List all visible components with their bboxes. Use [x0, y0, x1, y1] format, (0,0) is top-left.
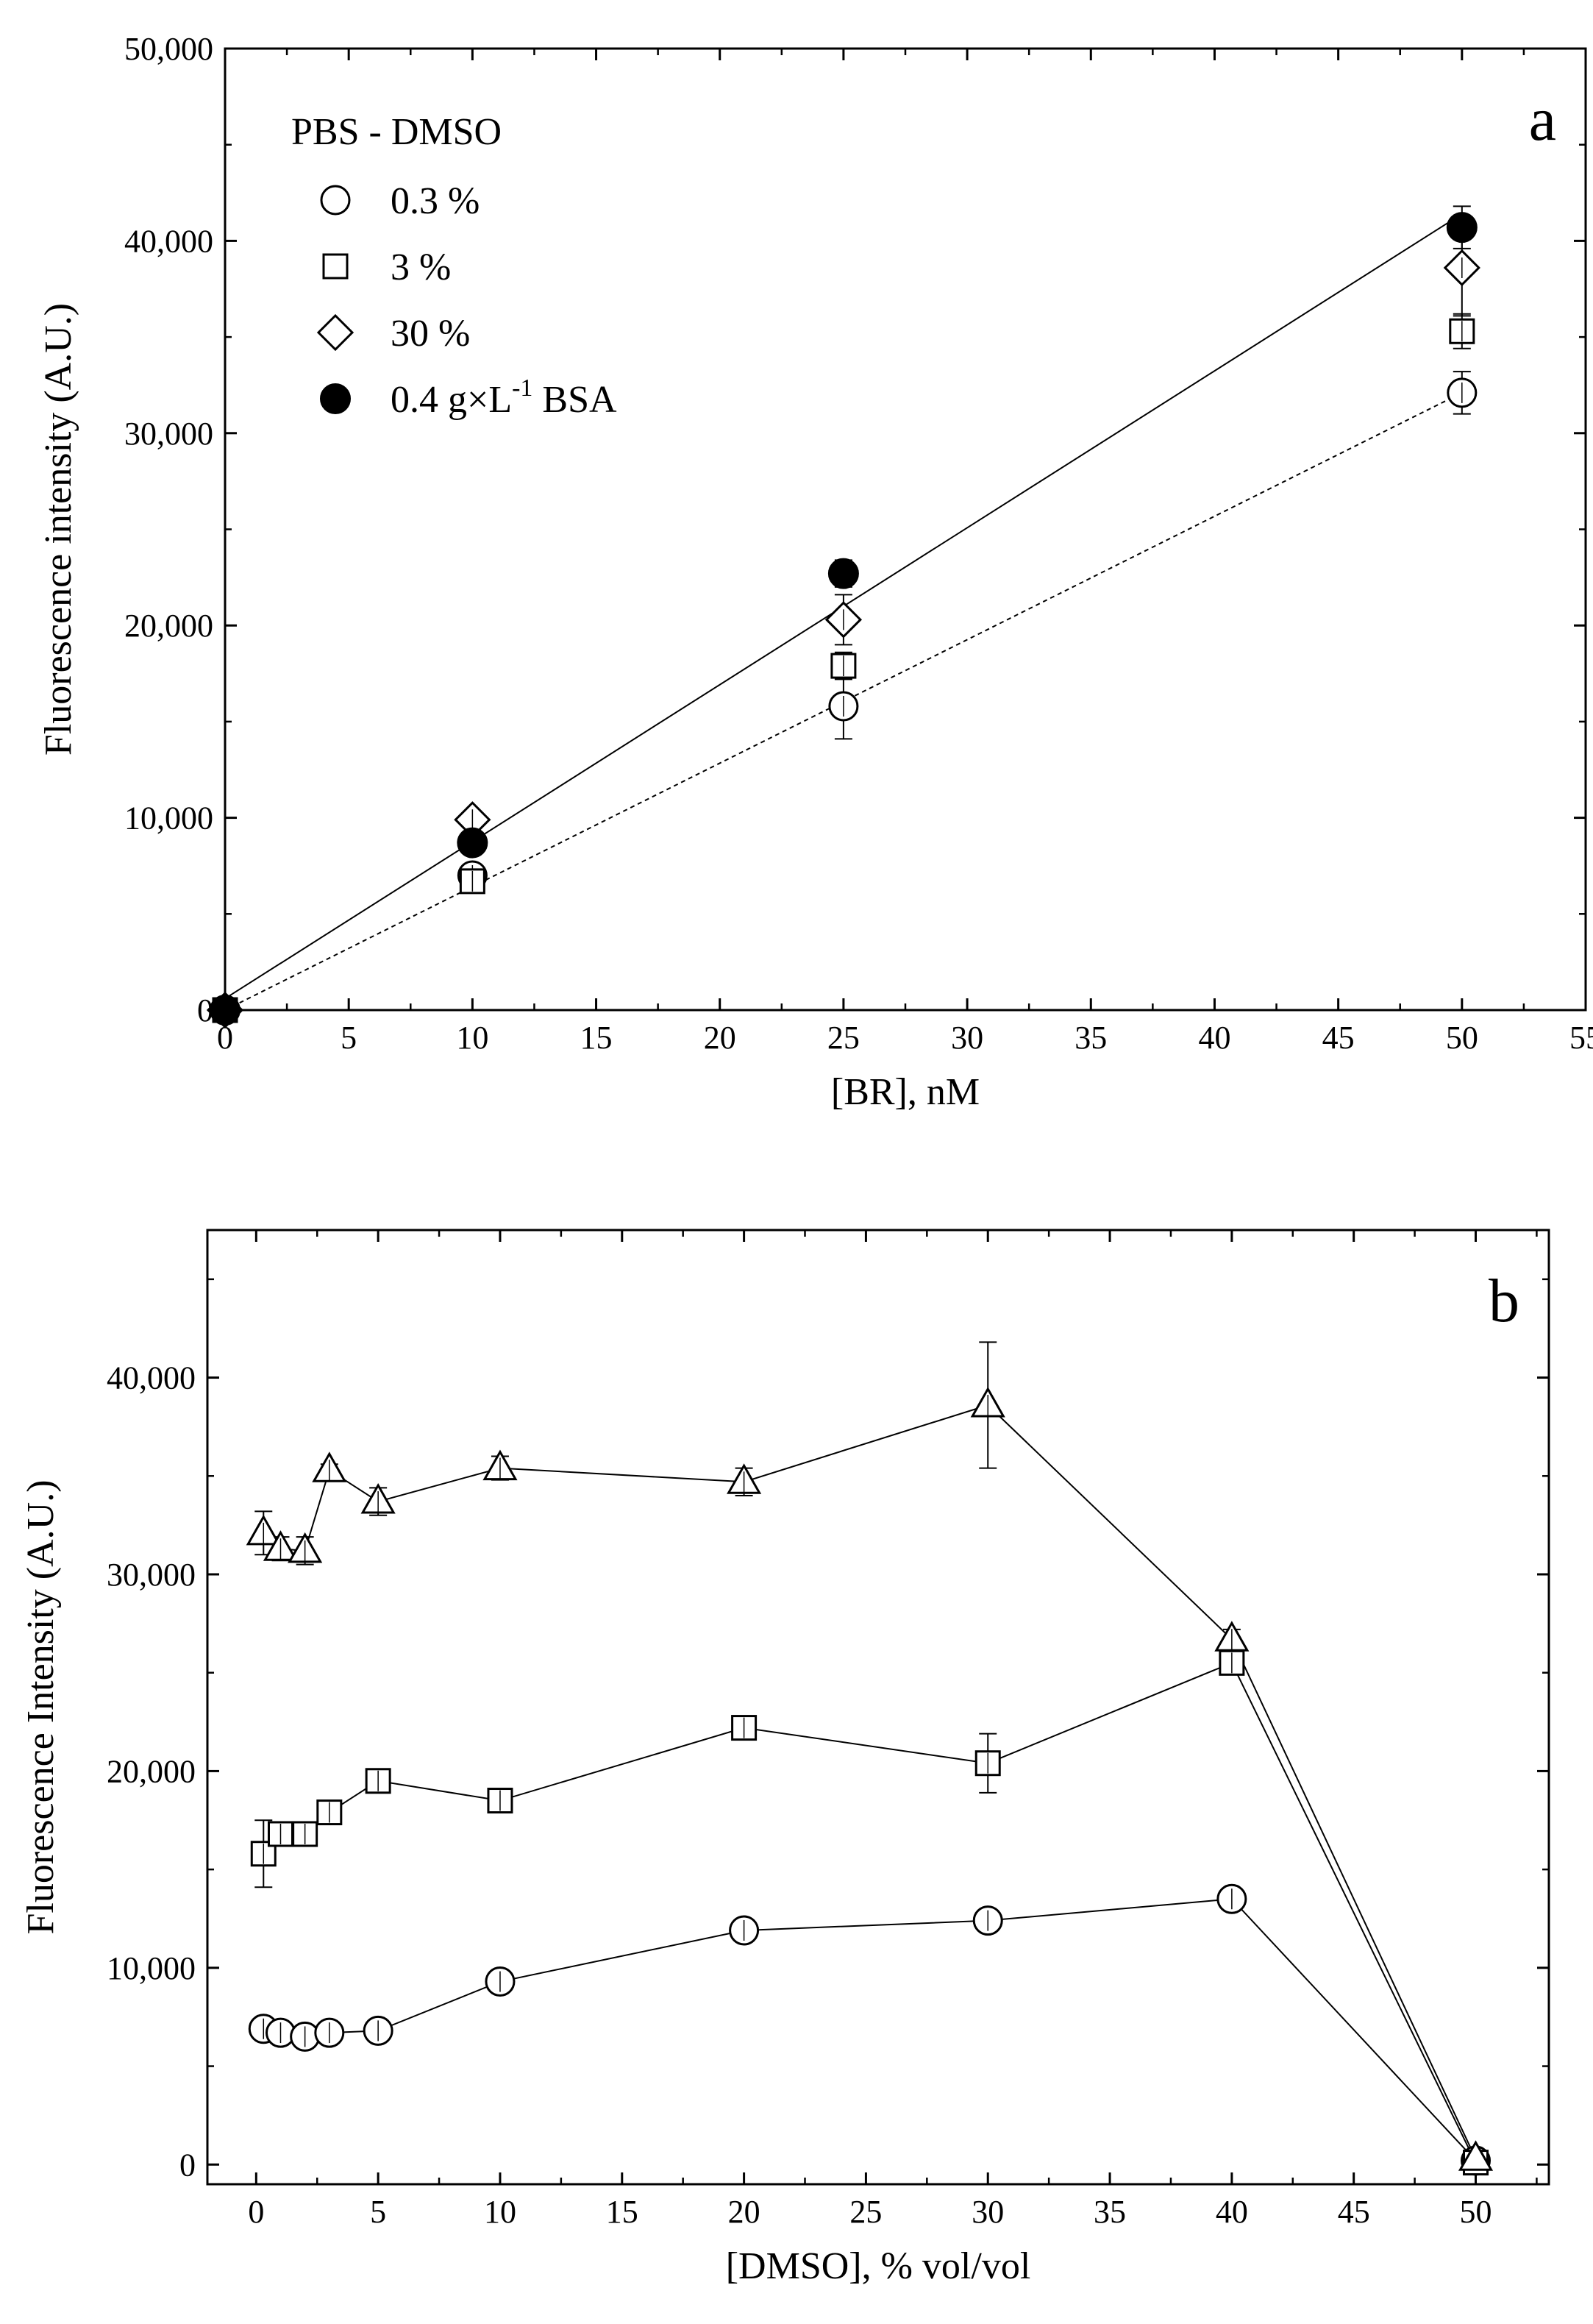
x-tick-label: 55 [1569, 1020, 1593, 1056]
series-0-3- [210, 371, 1478, 1026]
series-line-circles [263, 1898, 1477, 2161]
x-axis-title: [DMSO], % vol/vol [726, 2245, 1031, 2287]
x-tick-label: 0 [217, 1020, 233, 1056]
y-tick-label: 20,000 [107, 1753, 196, 1789]
legend-label: 0.4 g×L-1 BSA [391, 374, 617, 421]
data-point [827, 558, 859, 589]
data-point [457, 827, 488, 859]
legend-title: PBS - DMSO [291, 111, 502, 153]
y-tick-label: 10,000 [107, 1950, 196, 1986]
legend-marker [320, 185, 351, 216]
x-tick-label: 35 [1075, 1020, 1107, 1056]
panel-label: a [1529, 85, 1556, 154]
x-tick-label: 30 [972, 2194, 1004, 2230]
x-tick-label: 45 [1338, 2194, 1370, 2230]
x-tick-label: 40 [1198, 1020, 1230, 1056]
data-point [292, 1821, 318, 1847]
y-tick-label: 40,000 [124, 223, 213, 259]
y-tick-label: 0 [179, 2147, 196, 2183]
y-tick-label: 10,000 [124, 800, 213, 836]
legend-label-tail: BSA [532, 379, 617, 421]
legend-marker [316, 313, 354, 352]
chart-panel-a: 0 5 10 15 20 25 30 35 40 45 50 55 0 10,000 20,000 30,00… [38, 31, 1593, 1113]
legend-marker [322, 253, 349, 280]
y-tick-label: 0 [197, 992, 213, 1028]
x-axis-title: [BR], nM [831, 1071, 980, 1113]
x-tick-label: 5 [341, 1020, 357, 1056]
y-tick-label: 20,000 [124, 608, 213, 644]
y-tick-label: 40,000 [107, 1360, 196, 1396]
legend: PBS - DMSO 0.3 % 3 % 30 % 0.4 g×L-1 BSA [291, 111, 617, 421]
x-tick-label: 5 [370, 2194, 386, 2230]
x-tick-label: 45 [1322, 1020, 1355, 1056]
y-axis-title: Fluorescence intensity (A.U.) [38, 303, 79, 756]
x-tick-label: 15 [606, 2194, 638, 2230]
x-tick-label: 30 [951, 1020, 983, 1056]
y-axis-title: Fluorescence Intensity (A.U.) [20, 1479, 62, 1934]
plot-frame [206, 1229, 1550, 2186]
x-tick-label: 20 [728, 2194, 760, 2230]
legend-label: 30 % [391, 313, 470, 355]
x-tick-label: 0 [248, 2194, 264, 2230]
data-point [210, 995, 240, 1026]
legend-label: 3 % [391, 246, 451, 288]
legend-label-sup: -1 [512, 374, 532, 402]
legend-label-main: 0.4 g×L [391, 379, 512, 421]
y-tick-label: 50,000 [124, 31, 213, 67]
y-tick-label: 30,000 [107, 1557, 196, 1593]
y-tick-label: 30,000 [124, 416, 213, 452]
panel-label: b [1489, 1267, 1519, 1335]
x-tick-label: 50 [1446, 1020, 1478, 1056]
x-tick-label: 10 [456, 1020, 488, 1056]
series-squares [250, 1649, 1489, 2176]
x-tick-label: 10 [484, 2194, 516, 2230]
x-tick-label: 25 [849, 2194, 882, 2230]
series-line-squares [263, 1662, 1477, 2164]
chart-panel-b: 0 5 10 15 20 25 30 35 40 45 50 0 10,000 20,000 30,000 4… [20, 1229, 1550, 2287]
series-line-triangles [263, 1404, 1477, 2159]
series-triangles [246, 1341, 1494, 2171]
series-0-4-g-l-1-bsa [210, 205, 1478, 1026]
x-tick-label: 40 [1216, 2194, 1248, 2230]
x-tick-label: 50 [1460, 2194, 1492, 2230]
series-circles [248, 1883, 1492, 2176]
legend-marker [320, 383, 351, 414]
x-tick-label: 20 [704, 1020, 736, 1056]
data-point [1458, 2140, 1494, 2171]
x-tick-label: 35 [1094, 2194, 1126, 2230]
data-point [1446, 212, 1478, 244]
x-tick-label: 15 [580, 1020, 613, 1056]
legend-label: 0.3 % [391, 180, 480, 222]
x-tick-label: 25 [827, 1020, 860, 1056]
